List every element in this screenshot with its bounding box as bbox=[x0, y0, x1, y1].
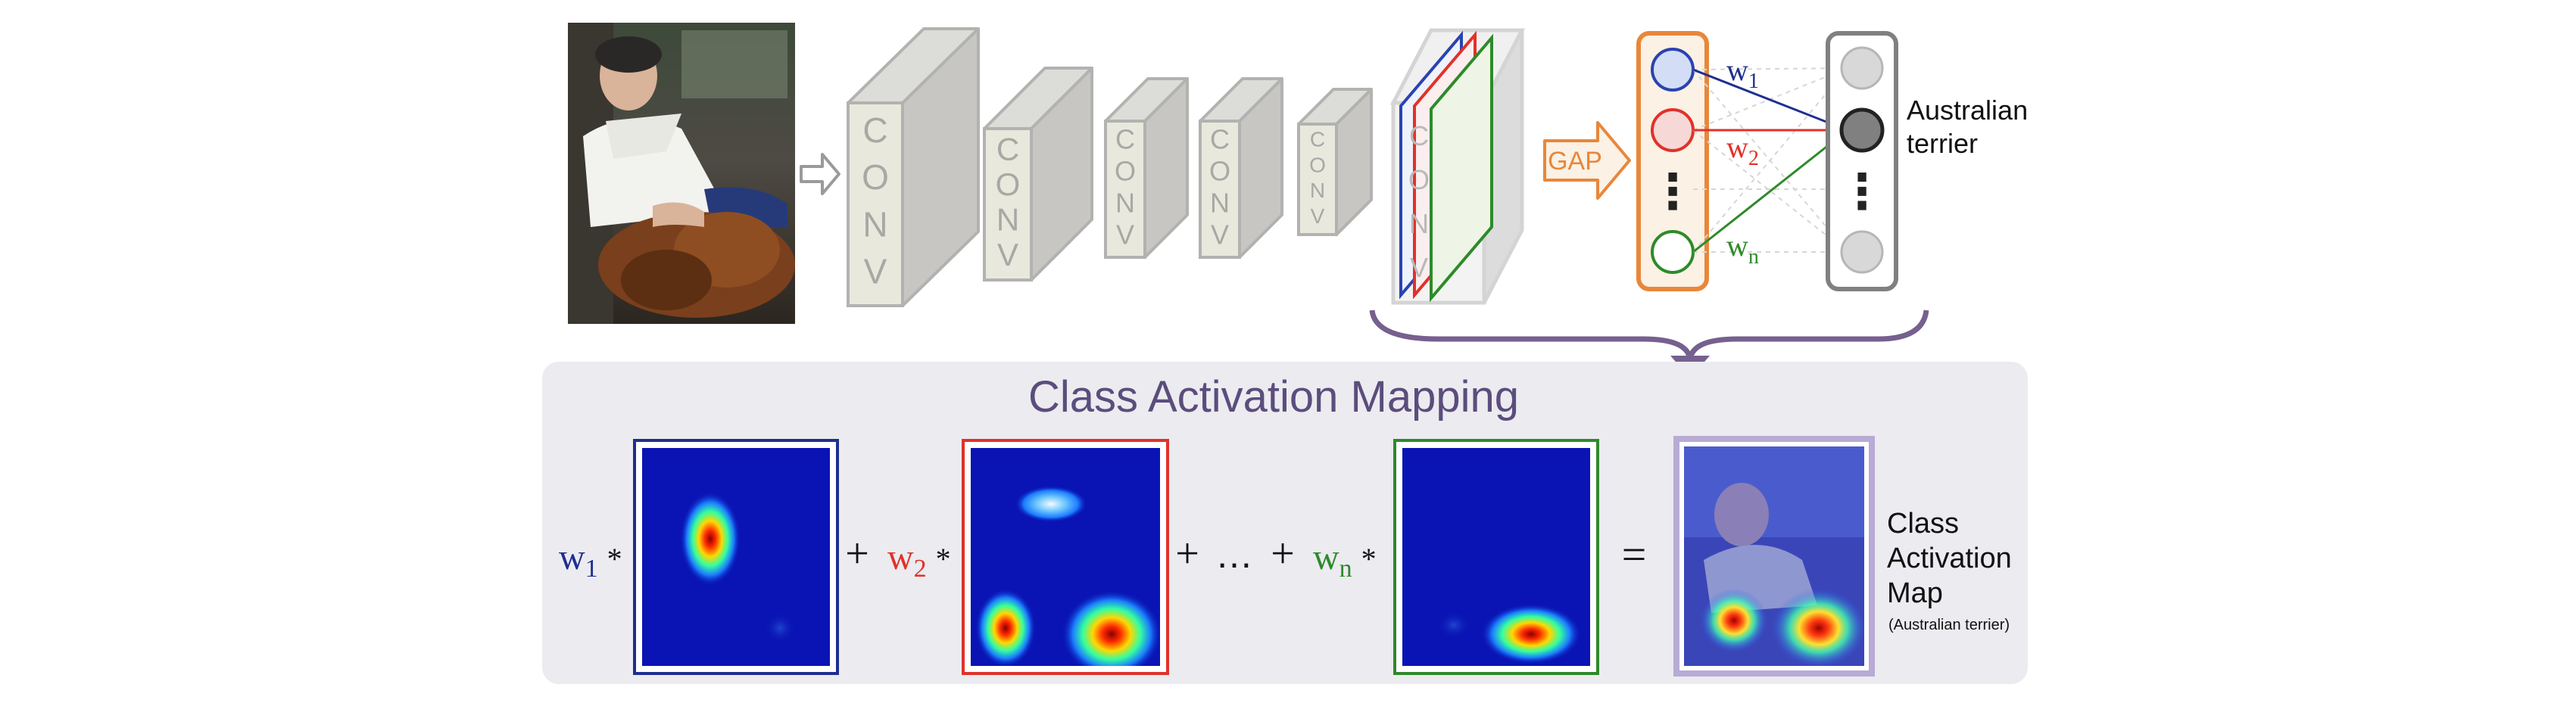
coef-wn-sub: n bbox=[1339, 555, 1352, 583]
coef-w1-sub: 1 bbox=[585, 555, 598, 583]
conv-block-5-letter-4: V bbox=[1311, 204, 1325, 228]
weight-label-1-base: w bbox=[1726, 53, 1748, 87]
coef-w2-sub: 2 bbox=[914, 555, 927, 583]
ellipsis: … bbox=[1215, 533, 1253, 576]
input-arrow bbox=[800, 153, 840, 195]
conv-block-4-letter-1: C bbox=[1210, 124, 1230, 155]
output-node-bottom bbox=[1840, 230, 1884, 274]
gap-node-dots: ⋮ bbox=[1648, 164, 1697, 219]
weight-label-n-sub: n bbox=[1748, 245, 1759, 269]
conv-block-2-letter-3: N bbox=[996, 202, 1019, 238]
result-label-line3: Map bbox=[1887, 577, 1943, 609]
faint-connections bbox=[1692, 67, 1848, 253]
coef-w2-times: * bbox=[936, 542, 951, 576]
gap-node-n bbox=[1651, 230, 1695, 274]
heatmap-n bbox=[1402, 448, 1590, 666]
gap-node-column: ⋮ bbox=[1636, 31, 1709, 291]
result-label-line1: Class bbox=[1887, 508, 1959, 540]
conv-block-5-letter-3: N bbox=[1310, 179, 1325, 202]
conv-block-1-letter-2: O bbox=[862, 157, 889, 197]
conv-block-5-letter-2: O bbox=[1309, 153, 1326, 176]
coef-w2: w2 * bbox=[887, 537, 951, 583]
weight-label-2-base: w bbox=[1726, 130, 1748, 164]
weight-label-1: w1 bbox=[1726, 53, 1759, 93]
gap-node-2 bbox=[1651, 108, 1695, 152]
svg-text:N: N bbox=[1409, 208, 1429, 239]
conv-block-2-letter-2: O bbox=[996, 166, 1021, 202]
heatmap-2 bbox=[971, 448, 1160, 666]
svg-text:V: V bbox=[1410, 252, 1428, 283]
conv-block-4-letter-2: O bbox=[1209, 156, 1230, 187]
conv-block-3-letter-4: V bbox=[1116, 219, 1134, 250]
plus-3: + bbox=[1271, 530, 1295, 577]
conv-block-1-letter-1: C bbox=[862, 110, 887, 150]
last-conv-letter: C bbox=[1409, 120, 1429, 151]
weight-label-2: w2 bbox=[1726, 130, 1759, 170]
conv-block-3-letter-1: C bbox=[1115, 124, 1135, 155]
result-label-line2: Activation bbox=[1887, 543, 2012, 574]
gap-arrow: GAP bbox=[1543, 121, 1631, 200]
conv-block-4-letter-3: N bbox=[1210, 187, 1230, 218]
result-map bbox=[1684, 446, 1864, 666]
plus-1: + bbox=[845, 530, 869, 577]
conv-block-1-letter-3: N bbox=[862, 204, 887, 244]
coef-wn: wn * bbox=[1313, 537, 1377, 583]
conv-block-2-letter-4: V bbox=[997, 237, 1018, 272]
weight-label-2-sub: 2 bbox=[1748, 147, 1759, 170]
last-conv-feature-maps: C O N V bbox=[1389, 28, 1526, 305]
weight-label-n-base: w bbox=[1726, 229, 1748, 263]
coef-wn-times: * bbox=[1361, 542, 1377, 576]
conv-block-5-letter-1: C bbox=[1310, 127, 1325, 151]
coef-w1-base: w bbox=[559, 537, 585, 577]
input-photo bbox=[568, 23, 795, 324]
svg-text:O: O bbox=[1408, 164, 1430, 195]
conv-block-2-letter-1: C bbox=[996, 132, 1019, 167]
class-label-line1: Australian bbox=[1907, 95, 2028, 126]
output-node-top bbox=[1840, 46, 1884, 90]
coef-w2-base: w bbox=[887, 537, 914, 577]
plus-2: + bbox=[1175, 530, 1199, 577]
equals: = bbox=[1622, 530, 1647, 579]
output-node-dots: ⋮ bbox=[1838, 164, 1886, 219]
result-caption: (Australian terrier) bbox=[1888, 617, 2010, 633]
cam-panel bbox=[542, 362, 2028, 684]
conv-block-3-letter-3: N bbox=[1115, 187, 1135, 218]
coef-w1-times: * bbox=[607, 542, 622, 576]
class-label-line2: terrier bbox=[1907, 128, 1978, 159]
conv-block-3-letter-2: O bbox=[1115, 156, 1136, 187]
weight-line-n bbox=[1692, 129, 1848, 254]
conv-block-4-letter-4: V bbox=[1211, 219, 1229, 250]
cam-title: Class Activation Mapping bbox=[1028, 372, 1519, 421]
weight-line-1 bbox=[1692, 68, 1848, 132]
heatmap-1 bbox=[642, 448, 830, 666]
conv-block-1-letter-4: V bbox=[864, 252, 887, 291]
weight-label-n: wn bbox=[1726, 229, 1759, 269]
coef-wn-base: w bbox=[1313, 537, 1339, 577]
weight-label-1-sub: 1 bbox=[1748, 70, 1759, 93]
output-node-column: ⋮ bbox=[1826, 31, 1898, 291]
gap-label: GAP bbox=[1548, 147, 1602, 176]
coef-w1: w1 * bbox=[559, 537, 622, 583]
output-node-australian-terrier bbox=[1839, 107, 1885, 153]
gap-node-1 bbox=[1651, 48, 1695, 92]
